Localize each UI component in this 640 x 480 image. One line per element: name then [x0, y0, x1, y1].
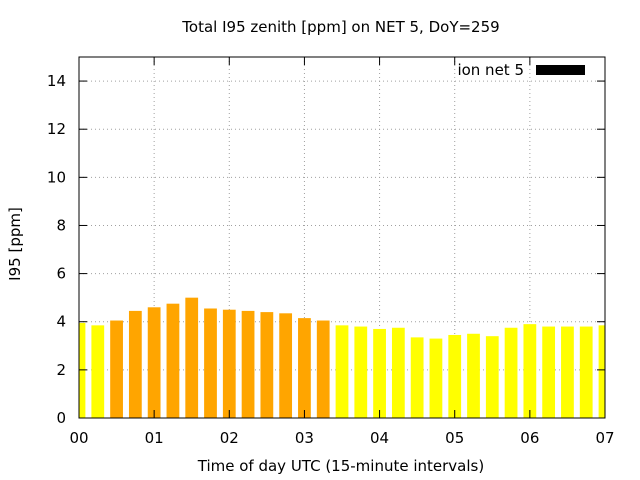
- bar: [222, 309, 236, 418]
- bar: [429, 338, 443, 418]
- y-tick-label: 2: [56, 361, 66, 379]
- legend-label: ion net 5: [457, 61, 524, 79]
- y-tick-label: 0: [56, 409, 66, 427]
- y-tick-label: 6: [56, 265, 66, 283]
- x-axis-label: Time of day UTC (15-minute intervals): [197, 457, 484, 475]
- axis-ticks: [78, 57, 606, 419]
- bar: [204, 308, 217, 418]
- chart-title: Total I95 zenith [ppm] on NET 5, DoY=259: [181, 18, 499, 36]
- bar: [147, 307, 161, 418]
- y-tick-label: 12: [47, 120, 66, 138]
- bar: [166, 303, 180, 418]
- bar: [448, 334, 462, 418]
- bar: [467, 333, 480, 418]
- bar: [523, 324, 537, 418]
- bar: [279, 313, 293, 418]
- y-tick-label: 8: [56, 216, 66, 234]
- y-tick-label: 4: [56, 313, 66, 331]
- bar: [241, 310, 255, 418]
- x-tick-label: 07: [595, 429, 614, 447]
- bar: [598, 325, 605, 418]
- y-tick-label: 10: [47, 168, 66, 186]
- x-tick-label: 00: [69, 429, 88, 447]
- bar: [260, 312, 274, 418]
- bar: [335, 325, 349, 418]
- bar: [391, 327, 405, 418]
- bar: [542, 326, 556, 418]
- legend-key: [536, 65, 585, 75]
- x-tick-label: 05: [445, 429, 464, 447]
- x-tick-label: 03: [295, 429, 314, 447]
- bar: [79, 322, 86, 418]
- bar: [410, 337, 424, 418]
- bar: [579, 326, 593, 418]
- x-tick-label: 01: [145, 429, 164, 447]
- plot-frame: [78, 56, 606, 419]
- x-tick-label: 06: [520, 429, 539, 447]
- legend: ion net 5: [457, 61, 585, 79]
- bar: [128, 310, 142, 418]
- x-tick-label: 02: [220, 429, 239, 447]
- bar: [185, 297, 199, 418]
- bars: [79, 297, 605, 418]
- bar: [485, 336, 499, 418]
- bar: [561, 326, 574, 418]
- bar: [316, 320, 330, 418]
- bar: [91, 325, 105, 418]
- y-axis-label: I95 [ppm]: [6, 207, 24, 281]
- bar: [373, 328, 386, 418]
- bar: [298, 318, 311, 418]
- bar: [110, 320, 123, 418]
- bar: [504, 327, 518, 418]
- x-tick-label: 04: [370, 429, 389, 447]
- bar: [354, 326, 368, 418]
- y-tick-label: 14: [47, 72, 66, 90]
